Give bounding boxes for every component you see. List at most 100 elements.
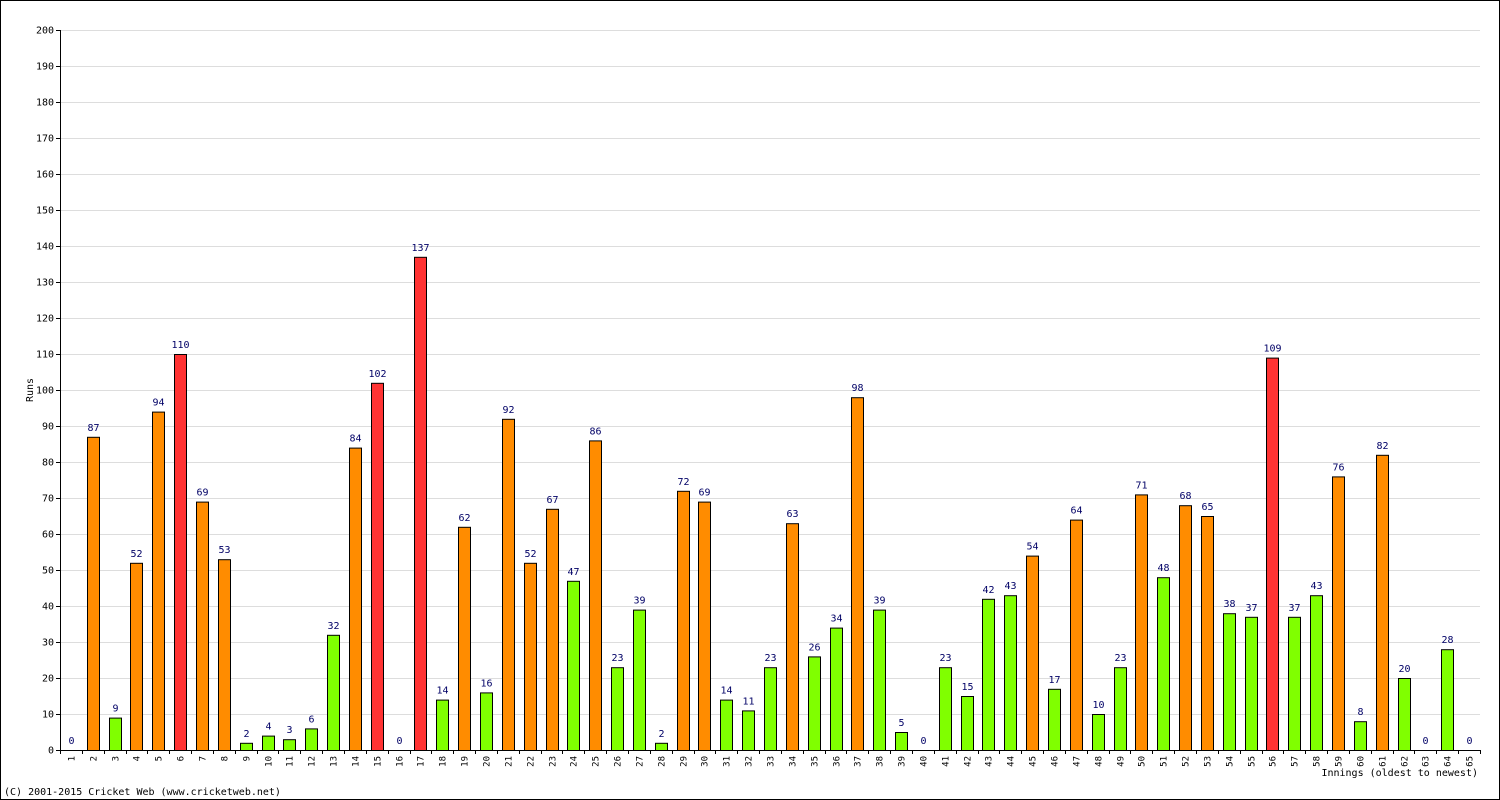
x-tick-label: 52 [1182, 756, 1192, 767]
bar [436, 699, 449, 751]
x-tick-label: 23 [549, 756, 559, 767]
value-label: 34 [830, 614, 842, 625]
value-label: 53 [218, 545, 230, 556]
bar [1135, 494, 1148, 751]
bar [1288, 616, 1301, 751]
bar [240, 742, 253, 751]
x-tick-label: 1 [68, 756, 78, 761]
value-label: 0 [68, 736, 74, 747]
x-tick-label: 3 [112, 756, 122, 761]
x-tick-label: 36 [833, 756, 843, 767]
y-tick-label: 130 [36, 278, 54, 289]
bar [589, 440, 602, 751]
value-label: 39 [633, 596, 645, 607]
value-label: 52 [524, 549, 536, 560]
value-label: 14 [436, 686, 448, 697]
x-tick-label: 32 [745, 756, 755, 767]
x-tick-label: 11 [286, 756, 296, 767]
value-label: 26 [808, 642, 820, 653]
x-tick-label: 15 [374, 756, 384, 767]
bar [1354, 721, 1367, 752]
bar [152, 411, 165, 751]
y-axis-label: Runs [25, 378, 36, 402]
x-tick-label: 46 [1051, 756, 1061, 767]
bar [349, 447, 362, 751]
bar [87, 436, 100, 751]
bar [1092, 714, 1105, 751]
value-label: 16 [480, 678, 492, 689]
x-tick-label: 50 [1138, 756, 1148, 767]
x-tick-label: 54 [1226, 756, 1236, 767]
bar [480, 692, 493, 752]
y-tick-label: 190 [36, 62, 54, 73]
bar [327, 634, 340, 751]
x-tick-label: 42 [964, 756, 974, 767]
value-label: 102 [368, 369, 386, 380]
bar [414, 256, 427, 751]
value-label: 23 [611, 653, 623, 664]
x-tick-label: 4 [133, 756, 143, 761]
x-tick-label: 35 [811, 756, 821, 767]
x-tick-label: 37 [854, 756, 864, 767]
x-tick-label: 41 [942, 756, 952, 767]
y-tick-label: 150 [36, 206, 54, 217]
bar [830, 627, 843, 751]
value-label: 6 [308, 714, 314, 725]
y-tick-label: 80 [42, 458, 54, 469]
x-axis-label: Innings (oldest to newest) [1321, 768, 1478, 779]
bar [851, 397, 864, 751]
x-tick-label: 7 [199, 756, 209, 761]
value-label: 62 [458, 513, 470, 524]
value-label: 23 [939, 653, 951, 664]
x-tick-label: 24 [570, 756, 580, 767]
value-label: 92 [502, 405, 514, 416]
y-tick-label: 180 [36, 98, 54, 109]
y-tick-label: 170 [36, 134, 54, 145]
bar [1245, 616, 1258, 751]
value-label: 87 [87, 423, 99, 434]
value-label: 8 [1357, 707, 1363, 718]
x-tick-label: 38 [876, 756, 886, 767]
x-tick-label: 56 [1269, 756, 1279, 767]
x-tick-label: 47 [1073, 756, 1083, 767]
bar [1332, 476, 1345, 751]
y-tick-label: 0 [48, 746, 54, 757]
value-label: 63 [786, 509, 798, 520]
bar [1179, 505, 1192, 752]
value-label: 15 [961, 682, 973, 693]
value-label: 37 [1245, 603, 1257, 614]
x-tick-label: 39 [898, 756, 908, 767]
bar [196, 501, 209, 751]
y-tick-label: 30 [42, 638, 54, 649]
x-tick-label: 40 [920, 756, 930, 767]
y-tick-label: 50 [42, 566, 54, 577]
bar [1070, 519, 1083, 751]
x-tick-label: 2 [90, 756, 100, 761]
x-tick-label: 31 [723, 756, 733, 767]
value-label: 109 [1263, 344, 1281, 355]
bar [1026, 555, 1039, 751]
value-label: 76 [1332, 462, 1344, 473]
x-tick-label: 19 [461, 756, 471, 767]
value-label: 0 [396, 736, 402, 747]
value-label: 52 [130, 549, 142, 560]
value-label: 67 [546, 495, 558, 506]
value-label: 23 [1114, 653, 1126, 664]
x-tick-label: 64 [1444, 756, 1454, 767]
bar [895, 732, 908, 751]
bar [109, 717, 122, 751]
bar [939, 667, 952, 752]
x-tick-label: 12 [308, 756, 318, 767]
x-tick-label: 26 [614, 756, 624, 767]
value-label: 94 [152, 398, 164, 409]
bar [1223, 613, 1236, 752]
x-tick-label: 29 [680, 756, 690, 767]
y-tick-label: 40 [42, 602, 54, 613]
x-tick-label: 17 [417, 756, 427, 767]
value-label: 71 [1135, 480, 1147, 491]
value-label: 17 [1048, 675, 1060, 686]
bar [130, 562, 143, 751]
value-label: 86 [589, 426, 601, 437]
y-tick-label: 110 [36, 350, 54, 361]
bar [371, 382, 384, 751]
